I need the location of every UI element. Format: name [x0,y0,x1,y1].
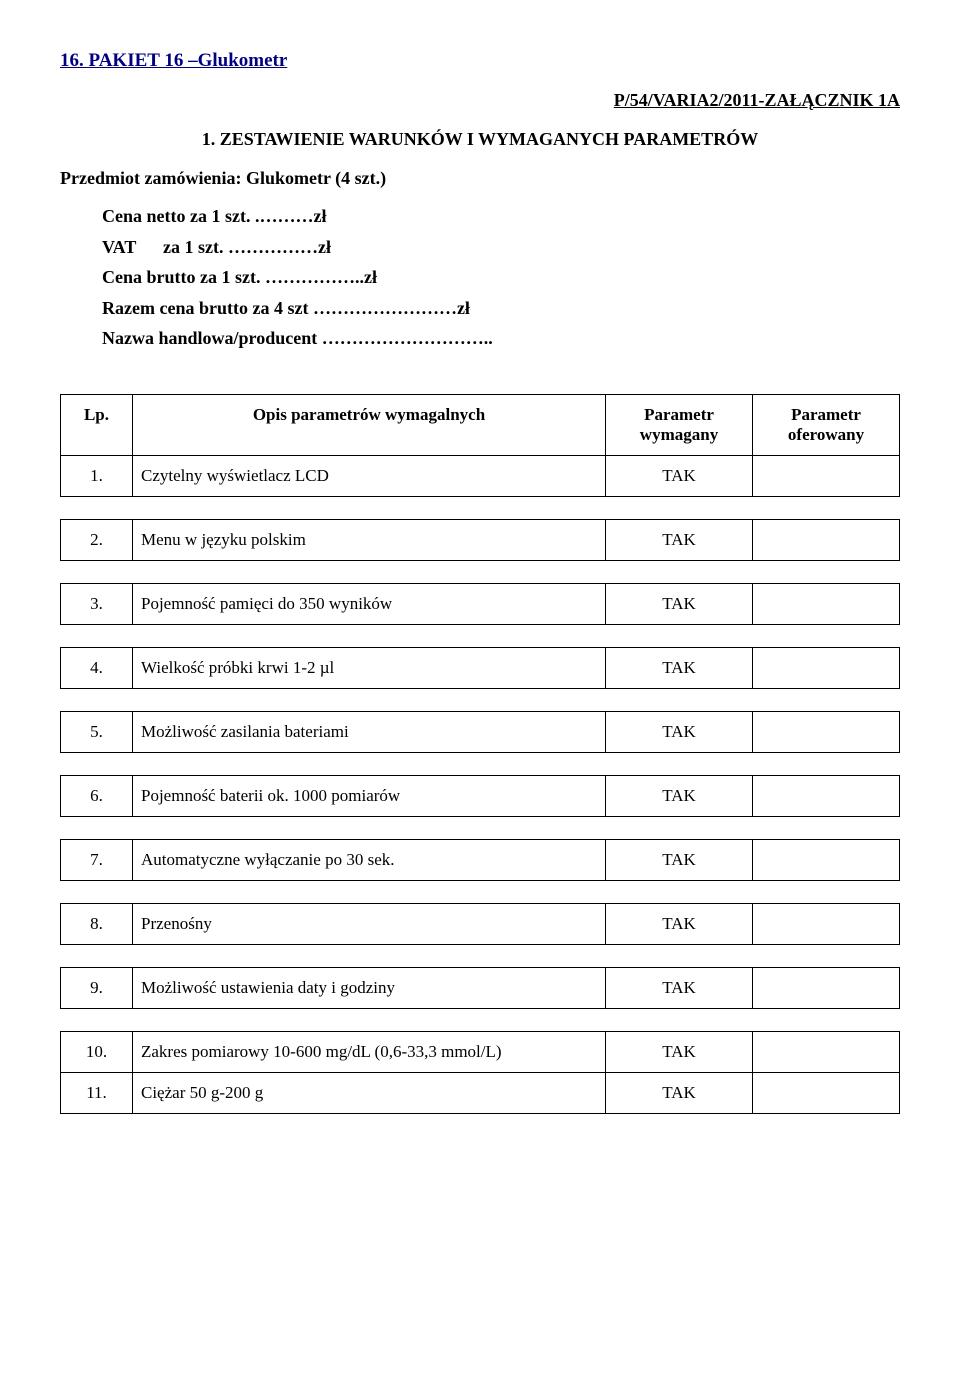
table-row: 10.Zakres pomiarowy 10-600 mg/dL (0,6-33… [61,1031,900,1072]
cell-required: TAK [606,1031,753,1072]
cell-desc: Wielkość próbki krwi 1-2 µl [133,647,606,688]
cell-required: TAK [606,647,753,688]
cell-lp: 4. [61,647,133,688]
price-net: Cena netto za 1 szt. .………zł [102,201,900,232]
cell-offered [753,455,900,496]
cell-desc: Możliwość ustawienia daty i godziny [133,967,606,1008]
cell-offered [753,1072,900,1113]
cell-offered [753,583,900,624]
subject-line: Przedmiot zamówienia: Glukometr (4 szt.) [60,168,900,189]
cell-required: TAK [606,711,753,752]
cell-required: TAK [606,775,753,816]
price-gross: Cena brutto za 1 szt. ……………..zł [102,262,900,293]
cell-desc: Ciężar 50 g-200 g [133,1072,606,1113]
cell-desc: Pojemność pamięci do 350 wyników [133,583,606,624]
section-title: 16. PAKIET 16 –Glukometr [60,50,900,72]
table-row: 4.Wielkość próbki krwi 1-2 µlTAK [61,647,900,688]
table-row: 7.Automatyczne wyłączanie po 30 sek.TAK [61,839,900,880]
cell-required: TAK [606,519,753,560]
cell-lp: 3. [61,583,133,624]
table-row: 11.Ciężar 50 g-200 gTAK [61,1072,900,1113]
table-body: 1.Czytelny wyświetlacz LCDTAK2.Menu w ję… [61,455,900,1113]
cell-desc: Czytelny wyświetlacz LCD [133,455,606,496]
cell-lp: 7. [61,839,133,880]
cell-required: TAK [606,1072,753,1113]
cell-required: TAK [606,583,753,624]
row-spacer [61,752,900,775]
cell-lp: 5. [61,711,133,752]
heading-conditions: 1. ZESTAWIENIE WARUNKÓW I WYMAGANYCH PAR… [60,129,900,150]
table-row: 9.Możliwość ustawienia daty i godzinyTAK [61,967,900,1008]
row-spacer [61,624,900,647]
price-total: Razem cena brutto za 4 szt ……………………zł [102,293,900,324]
cell-desc: Menu w języku polskim [133,519,606,560]
row-spacer [61,560,900,583]
col-required: Parametr wymagany [606,394,753,455]
row-spacer [61,944,900,967]
table-row: 8.PrzenośnyTAK [61,903,900,944]
cell-lp: 9. [61,967,133,1008]
cell-required: TAK [606,455,753,496]
table-row: 1.Czytelny wyświetlacz LCDTAK [61,455,900,496]
cell-desc: Zakres pomiarowy 10-600 mg/dL (0,6-33,3 … [133,1031,606,1072]
parameters-table: Lp. Opis parametrów wymagalnych Parametr… [60,394,900,1114]
row-spacer [61,816,900,839]
cell-desc: Możliwość zasilania bateriami [133,711,606,752]
table-row: 5.Możliwość zasilania bateriamiTAK [61,711,900,752]
cell-offered [753,839,900,880]
cell-offered [753,711,900,752]
table-row: 2.Menu w języku polskimTAK [61,519,900,560]
cell-desc: Automatyczne wyłączanie po 30 sek. [133,839,606,880]
cell-required: TAK [606,967,753,1008]
price-block: Cena netto za 1 szt. .………zł VAT za 1 szt… [102,201,900,354]
row-spacer [61,688,900,711]
row-spacer [61,880,900,903]
cell-offered [753,967,900,1008]
producer-name: Nazwa handlowa/producent ……………………….. [102,323,900,354]
cell-offered [753,1031,900,1072]
table-row: 6.Pojemność baterii ok. 1000 pomiarówTAK [61,775,900,816]
attachment-id: P/54/VARIA2/2011-ZAŁĄCZNIK 1A [60,90,900,111]
table-row: 3.Pojemność pamięci do 350 wynikówTAK [61,583,900,624]
cell-lp: 8. [61,903,133,944]
cell-required: TAK [606,903,753,944]
cell-lp: 11. [61,1072,133,1113]
price-vat: VAT za 1 szt. ……………zł [102,232,900,263]
row-spacer [61,1008,900,1031]
cell-lp: 6. [61,775,133,816]
cell-offered [753,903,900,944]
cell-lp: 2. [61,519,133,560]
cell-desc: Przenośny [133,903,606,944]
col-offered: Parametr oferowany [753,394,900,455]
col-lp: Lp. [61,394,133,455]
cell-desc: Pojemność baterii ok. 1000 pomiarów [133,775,606,816]
cell-offered [753,647,900,688]
cell-required: TAK [606,839,753,880]
cell-offered [753,775,900,816]
table-header-row: Lp. Opis parametrów wymagalnych Parametr… [61,394,900,455]
cell-lp: 1. [61,455,133,496]
cell-offered [753,519,900,560]
cell-lp: 10. [61,1031,133,1072]
col-desc: Opis parametrów wymagalnych [133,394,606,455]
row-spacer [61,496,900,519]
